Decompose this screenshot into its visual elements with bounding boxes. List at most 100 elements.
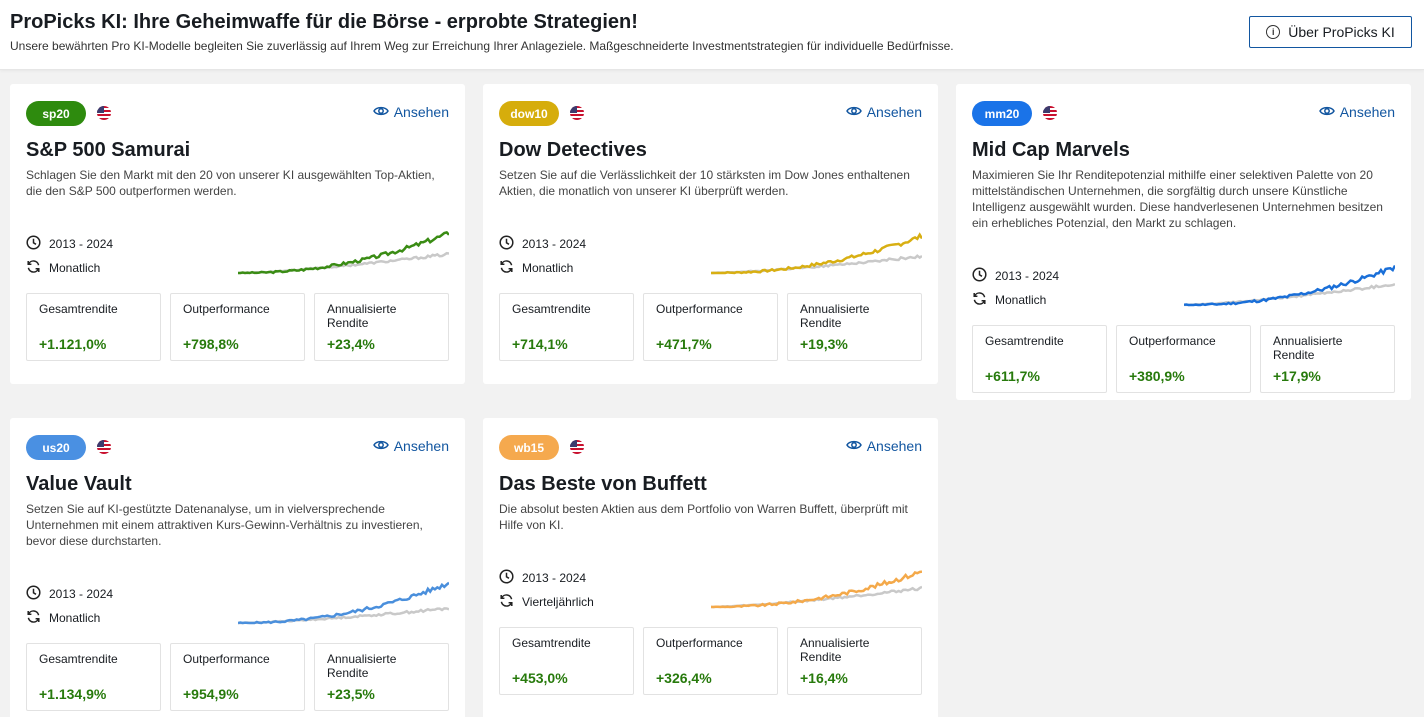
view-strategy-link[interactable]: Ansehen [372, 104, 449, 120]
strategy-badge: us20 [26, 435, 86, 460]
info-icon: i [1266, 25, 1281, 39]
view-label: Ansehen [866, 438, 922, 454]
period-row: 2013 - 2024 [499, 569, 586, 587]
page-header: ProPicks KI: Ihre Geheimwaffe für die Bö… [0, 0, 1424, 70]
strategy-description: Maximieren Sie Ihr Renditepotenzial mith… [972, 168, 1383, 230]
stat-value: +23,5% [327, 686, 375, 702]
stat-label: Gesamtrendite [985, 334, 1064, 348]
strategy-title: S&P 500 Samurai [26, 139, 191, 161]
stat-label: Outperformance [183, 652, 270, 666]
stat-label: Gesamtrendite [39, 302, 118, 316]
strategy-description: Die absolut besten Aktien aus dem Portfo… [499, 502, 908, 532]
rebalance-row: Monatlich [499, 259, 573, 277]
stat-value: +453,0% [512, 670, 568, 686]
stat-label: Outperformance [656, 636, 743, 650]
us-flag-icon [570, 106, 584, 120]
strategy-title: Das Beste von Buffett [499, 473, 707, 495]
view-label: Ansehen [866, 104, 922, 120]
stat-box: Outperformance +326,4% [643, 627, 778, 695]
page-subtitle: Unsere bewährten Pro KI-Modelle begleite… [10, 39, 954, 53]
strategy-title: Dow Detectives [499, 139, 647, 161]
rebalance-row: Vierteljährlich [499, 593, 594, 611]
about-propicks-button[interactable]: i Über ProPicks KI [1249, 16, 1412, 48]
about-propicks-label: Über ProPicks KI [1288, 24, 1395, 40]
stat-box: Gesamtrendite +1.121,0% [26, 293, 161, 361]
stat-box: Outperformance +954,9% [170, 643, 305, 711]
period-label: 2013 - 2024 [522, 571, 587, 585]
period-label: 2013 - 2024 [995, 269, 1060, 283]
rebalance-label: Monatlich [995, 293, 1047, 307]
stat-box: Annualisierte Rendite +23,5% [314, 643, 449, 711]
page-title: ProPicks KI: Ihre Geheimwaffe für die Bö… [10, 11, 638, 33]
eye-icon [1318, 104, 1335, 120]
eye-icon [845, 438, 862, 454]
strategy-card: sp20 Ansehen S&P 500 Samurai Schlagen Sie d… [10, 84, 465, 384]
strategy-title: Value Vault [26, 473, 132, 495]
stat-box: Outperformance +471,7% [643, 293, 778, 361]
us-flag-icon [97, 440, 111, 454]
refresh-icon [499, 259, 514, 277]
strategy-description: Setzen Sie auf die Verlässlichkeit der 1… [499, 168, 910, 198]
rebalance-label: Monatlich [49, 611, 101, 625]
stat-box: Annualisierte Rendite +17,9% [1260, 325, 1395, 393]
strategy-description: Setzen Sie auf KI-gestützte Datenanalyse… [26, 502, 423, 548]
refresh-icon [499, 593, 514, 611]
stat-value: +19,3% [800, 336, 848, 352]
strategy-line [1183, 264, 1397, 307]
stat-value: +326,4% [656, 670, 712, 686]
view-strategy-link[interactable]: Ansehen [372, 438, 449, 454]
view-strategy-link[interactable]: Ansehen [1318, 104, 1395, 120]
rebalance-row: Monatlich [972, 291, 1046, 309]
period-row: 2013 - 2024 [26, 235, 113, 253]
view-label: Ansehen [393, 438, 449, 454]
clock-icon [499, 569, 514, 587]
view-strategy-link[interactable]: Ansehen [845, 438, 922, 454]
stat-value: +1.121,0% [39, 336, 107, 352]
strategy-badge: mm20 [972, 101, 1032, 126]
stat-label: Outperformance [183, 302, 270, 316]
stat-value: +714,1% [512, 336, 568, 352]
clock-icon [972, 267, 987, 285]
strategy-card: wb15 Ansehen Das Beste von Buffett Die abso… [483, 418, 938, 717]
view-label: Ansehen [1339, 104, 1395, 120]
stat-value: +954,9% [183, 686, 239, 702]
us-flag-icon [97, 106, 111, 120]
stat-box: Gesamtrendite +714,1% [499, 293, 634, 361]
stat-value: +798,8% [183, 336, 239, 352]
strategy-line [710, 232, 924, 275]
period-row: 2013 - 2024 [499, 235, 586, 253]
stat-box: Gesamtrendite +453,0% [499, 627, 634, 695]
stat-label: Annualisierte Rendite [800, 636, 870, 664]
period-label: 2013 - 2024 [522, 237, 587, 251]
strategy-line [710, 570, 923, 609]
stat-label: Outperformance [656, 302, 743, 316]
eye-icon [372, 438, 389, 454]
stat-box: Gesamtrendite +611,7% [972, 325, 1107, 393]
stat-box: Annualisierte Rendite +19,3% [787, 293, 922, 361]
strategy-badge: dow10 [499, 101, 559, 126]
performance-sparkline [710, 227, 924, 280]
view-strategy-link[interactable]: Ansehen [845, 104, 922, 120]
refresh-icon [26, 609, 41, 627]
us-flag-icon [1043, 106, 1057, 120]
clock-icon [499, 235, 514, 253]
stat-value: +380,9% [1129, 368, 1185, 384]
rebalance-row: Monatlich [26, 259, 100, 277]
stat-value: +16,4% [800, 670, 848, 686]
view-label: Ansehen [393, 104, 449, 120]
period-label: 2013 - 2024 [49, 237, 114, 251]
stat-value: +17,9% [1273, 368, 1321, 384]
rebalance-label: Monatlich [49, 261, 101, 275]
strategy-line [237, 581, 450, 625]
performance-sparkline [238, 227, 450, 280]
stat-value: +23,4% [327, 336, 375, 352]
strategy-card: dow10 Ansehen Dow Detectives Setzen Sie auf… [483, 84, 938, 384]
rebalance-label: Monatlich [522, 261, 574, 275]
strategy-description: Schlagen Sie den Markt mit den 20 von un… [26, 168, 435, 198]
us-flag-icon [570, 440, 584, 454]
stat-box: Annualisierte Rendite +16,4% [787, 627, 922, 695]
stat-box: Gesamtrendite +1.134,9% [26, 643, 161, 711]
clock-icon [26, 235, 41, 253]
period-row: 2013 - 2024 [26, 585, 113, 603]
stat-label: Annualisierte Rendite [327, 652, 397, 680]
